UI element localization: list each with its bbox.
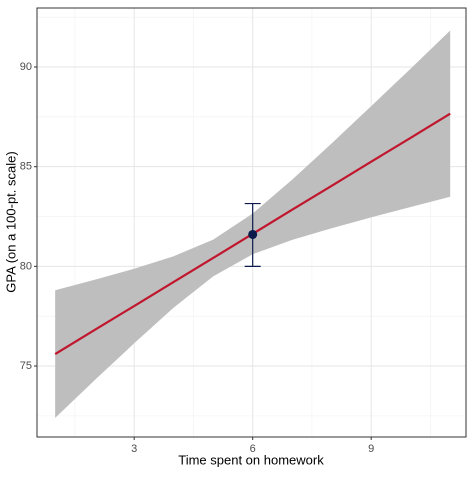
point	[248, 229, 258, 239]
x-tick-label: 3	[131, 443, 137, 455]
y-tick-label: 75	[20, 360, 32, 372]
x-tick-label: 9	[368, 443, 374, 455]
x-tick-label: 6	[250, 443, 256, 455]
y-axis-title: GPA (on a 100-pt. scale)	[3, 151, 18, 292]
y-tick-label: 80	[20, 260, 32, 272]
panel-border	[36, 7, 467, 438]
y-tick-label: 85	[20, 161, 32, 173]
y-tick-label: 90	[20, 61, 32, 73]
x-axis-title: Time spent on homework	[178, 452, 324, 467]
